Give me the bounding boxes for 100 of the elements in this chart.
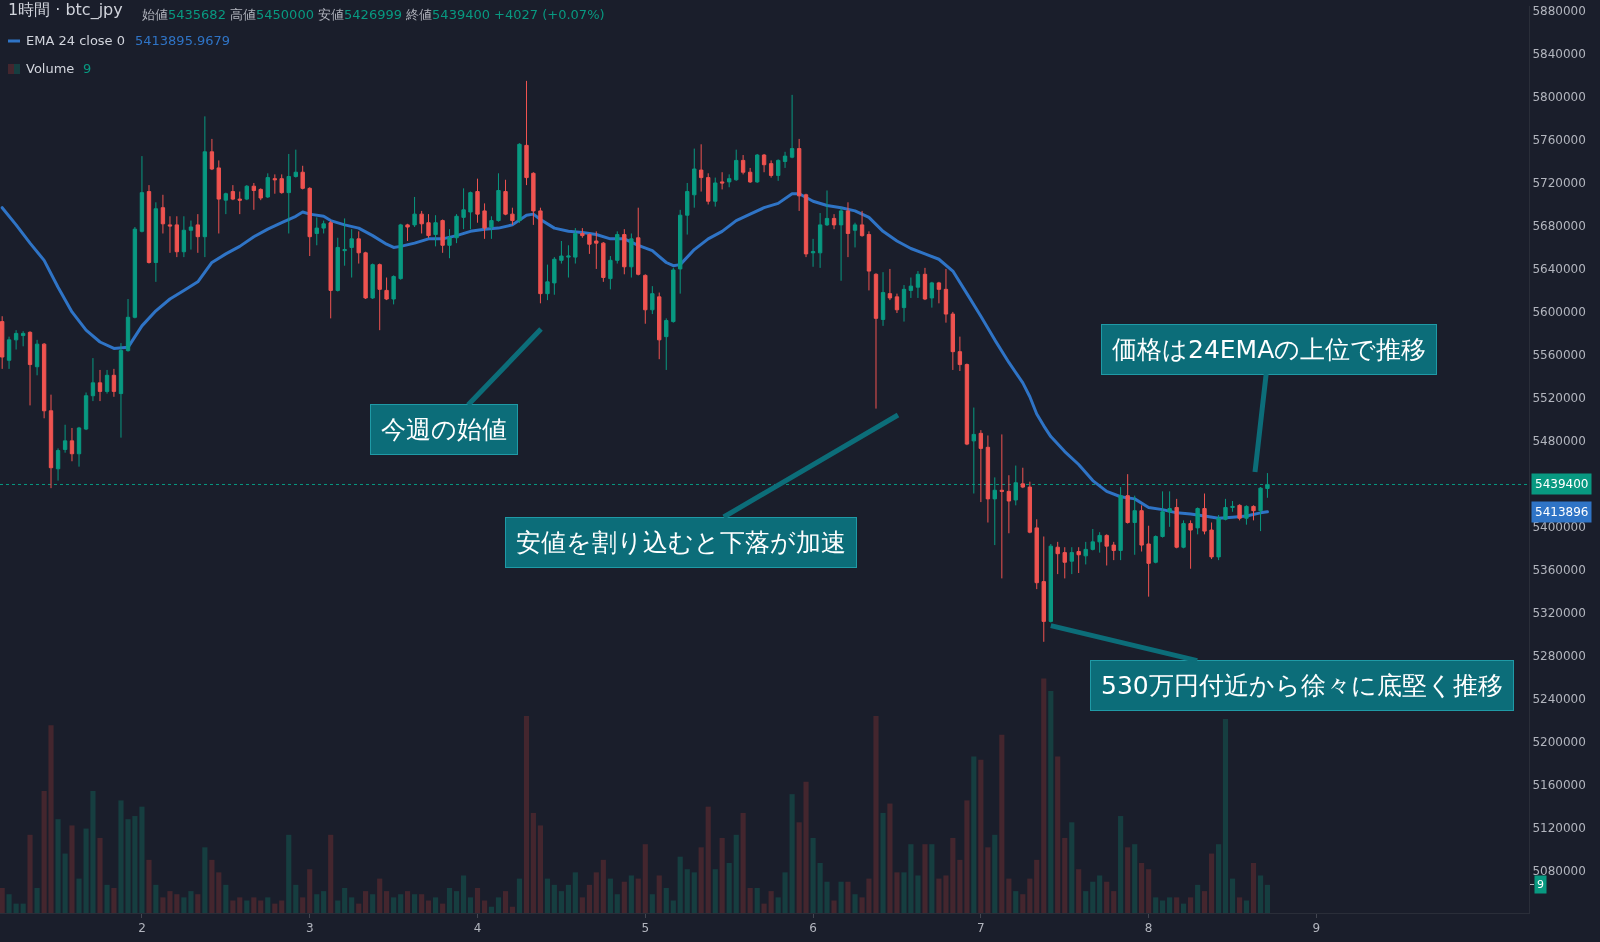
- bar: [1090, 881, 1096, 913]
- bar: [1083, 891, 1089, 913]
- bar: [1264, 884, 1271, 913]
- candlestick: [671, 267, 676, 324]
- bar: [209, 859, 215, 913]
- bar: [412, 894, 418, 913]
- candlestick: [922, 267, 928, 301]
- candlestick: [1223, 498, 1228, 521]
- candlestick: [859, 210, 865, 238]
- candlestick: [1118, 486, 1123, 561]
- candlestick: [202, 115, 208, 258]
- candlestick: [782, 151, 788, 169]
- y-tick-label: 5600000: [1532, 305, 1586, 320]
- candlestick: [1062, 546, 1067, 579]
- candlestick: [915, 270, 921, 299]
- candlestick: [894, 293, 900, 314]
- candlestick: [1244, 504, 1249, 526]
- bar: [957, 859, 963, 913]
- candlestick: [111, 368, 117, 398]
- bar: [446, 887, 453, 913]
- candlestick: [20, 330, 26, 347]
- candlestick: [698, 143, 704, 193]
- bar: [747, 887, 753, 913]
- bar: [1118, 816, 1124, 913]
- bar: [481, 900, 488, 913]
- candlestick: [1132, 495, 1137, 556]
- bar: [719, 837, 725, 913]
- bar: [1159, 900, 1166, 913]
- x-tick-label: 3: [305, 921, 314, 936]
- bar: [265, 897, 271, 913]
- y-tick-label: 5880000: [1532, 4, 1586, 19]
- bar: [642, 844, 648, 913]
- bar: [1069, 822, 1075, 913]
- bar: [335, 900, 341, 913]
- bar: [1174, 897, 1180, 913]
- x-tick-label: 5: [641, 921, 650, 936]
- candlestick: [803, 193, 809, 258]
- bar: [1146, 869, 1152, 913]
- candlestick: [908, 277, 914, 299]
- bar: [425, 900, 432, 913]
- candlestick: [692, 148, 697, 209]
- bar: [377, 878, 383, 913]
- x-tick-label: 6: [809, 921, 817, 936]
- candlestick: [901, 284, 907, 323]
- candlestick: [1069, 546, 1074, 575]
- candlestick: [405, 224, 410, 242]
- candlestick: [1006, 474, 1012, 534]
- candlestick: [999, 433, 1005, 579]
- candlestick: [685, 182, 690, 236]
- candlestick: [419, 210, 424, 234]
- bar: [69, 825, 75, 913]
- candlestick: [1104, 533, 1109, 566]
- x-tick-label: 8: [1144, 921, 1153, 936]
- bar: [419, 894, 425, 913]
- bar: [999, 734, 1005, 913]
- y-tick-label: 5560000: [1532, 348, 1586, 363]
- candlestick: [1160, 490, 1165, 539]
- bar: [677, 856, 683, 913]
- candlestick: [545, 264, 550, 301]
- bar: [62, 853, 68, 913]
- y-tick-label: 5120000: [1532, 820, 1586, 835]
- bar: [27, 834, 33, 913]
- candlestick: [188, 220, 194, 251]
- annotation: 5413895.9679: [135, 33, 231, 48]
- candlestick: [230, 184, 236, 201]
- bar: [593, 872, 599, 913]
- bar: [516, 878, 523, 913]
- bar: [1013, 891, 1019, 913]
- candlestick: [258, 187, 263, 201]
- candlestick: [76, 426, 82, 468]
- bar: [202, 847, 208, 913]
- candlestick: [706, 172, 711, 205]
- candlestick: [887, 268, 893, 301]
- candlestick: [1055, 541, 1060, 575]
- candlestick: [1237, 503, 1242, 521]
- bar: [621, 881, 627, 913]
- candlestick: [97, 369, 103, 402]
- bar: [740, 812, 746, 913]
- candlestick: [13, 329, 19, 351]
- bar: [551, 884, 557, 913]
- candlestick: [636, 207, 641, 276]
- bar: [1006, 878, 1012, 913]
- legend-label: EMA 24 close 0: [26, 33, 126, 48]
- candlestick: [496, 172, 501, 223]
- bar: [1250, 862, 1257, 913]
- candlestick: [489, 215, 494, 240]
- bar: [880, 812, 886, 913]
- candlestick: [566, 244, 571, 279]
- candlestick: [817, 212, 823, 269]
- bar: [761, 903, 767, 913]
- bar: [1222, 719, 1229, 913]
- bar: [286, 834, 292, 913]
- bar: [649, 894, 655, 913]
- x-tick-label: 7: [977, 921, 985, 936]
- candlestick: [426, 213, 431, 239]
- candlestick: [181, 215, 187, 258]
- bar: [726, 862, 732, 913]
- bar: [139, 806, 145, 913]
- bar: [929, 844, 935, 913]
- candlestick: [1139, 504, 1144, 553]
